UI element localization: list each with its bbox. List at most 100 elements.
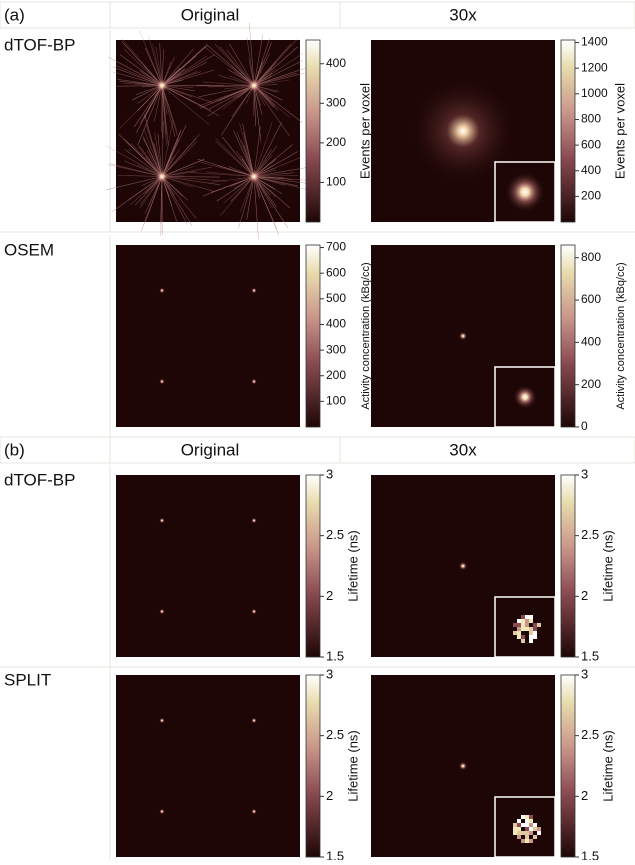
tick-label: 200: [581, 377, 601, 391]
colorbar-label: Events per voxel: [612, 83, 627, 179]
image: [116, 675, 300, 857]
inset-pixel: [521, 619, 525, 623]
spot: [459, 762, 468, 771]
inset-pixel: [533, 627, 537, 631]
inset-pixel: [525, 623, 529, 627]
inset-pixel: [525, 827, 529, 831]
tick-label: 1.5: [326, 848, 344, 860]
inset-pixel: [517, 823, 521, 827]
spot: [159, 609, 165, 615]
tick-label: 800: [581, 112, 601, 126]
row-label: SPLIT: [4, 670, 51, 689]
spot: [459, 562, 468, 571]
colorbar: [561, 245, 575, 427]
colorbar-label: Lifetime (ns): [600, 530, 615, 602]
inset-pixel: [525, 627, 529, 631]
inset-pixel: [517, 619, 521, 623]
spot: [159, 379, 165, 385]
inset-pixel: [525, 615, 529, 619]
column-header: 30x: [449, 440, 477, 459]
inset-pixel: [529, 827, 533, 831]
inset-pixel: [517, 835, 521, 839]
spot: [159, 718, 165, 724]
tick-label: 3: [581, 666, 588, 681]
tick-label: 600: [581, 292, 601, 306]
inset-pixel: [529, 615, 533, 619]
inset-pixel: [513, 831, 517, 835]
image: [116, 475, 300, 657]
tick-label: 2.5: [326, 527, 344, 542]
tick-label: 300: [326, 95, 346, 109]
inset-pixel: [529, 619, 533, 623]
inset-pixel: [533, 835, 537, 839]
header-bg: [0, 437, 635, 463]
tick-label: 400: [581, 335, 601, 349]
colorbar: [561, 475, 575, 657]
spot: [159, 518, 165, 524]
inset-pixel: [529, 831, 533, 835]
tick-label: 3: [581, 466, 588, 481]
image-content: [459, 762, 468, 771]
inset-pixel: [525, 819, 529, 823]
inset-pixel: [525, 815, 529, 819]
tick-label: 800: [581, 250, 601, 264]
inset-pixel: [521, 635, 525, 639]
tick-label: 700: [326, 240, 346, 254]
inset-pixel: [529, 639, 533, 643]
row-label: dTOF-BP: [4, 470, 75, 489]
colorbar: [561, 675, 575, 857]
tick-label: 2: [326, 788, 333, 803]
tick-label: 1.5: [326, 648, 344, 663]
inset-pixel: [529, 819, 533, 823]
tick-label: 400: [326, 56, 346, 70]
inset-pixel: [525, 839, 529, 843]
spot: [251, 379, 257, 385]
tick-label: 200: [326, 368, 346, 382]
inset-pixel: [517, 635, 521, 639]
tick-label: 3: [326, 466, 333, 481]
spot: [251, 809, 257, 815]
column-header: Original: [181, 440, 240, 459]
inset-pixel: [513, 827, 517, 831]
inset-pixel: [529, 815, 533, 819]
inset-pixel: [525, 835, 529, 839]
inset-pixel: [529, 823, 533, 827]
tick-label: 600: [581, 137, 601, 151]
tick-label: 2: [581, 788, 588, 803]
inset-pixel: [517, 627, 521, 631]
colorbar-label: Lifetime (ns): [345, 730, 360, 802]
colorbar-label: Lifetime (ns): [600, 730, 615, 802]
tick-label: 2.5: [581, 727, 599, 742]
panel-label: (b): [4, 440, 25, 459]
inset-spot: [505, 172, 545, 212]
inset-pixel: [529, 839, 533, 843]
inset-pixel: [529, 631, 533, 635]
tick-label: 600: [326, 265, 346, 279]
spot: [246, 169, 262, 185]
tick-label: 2.5: [581, 527, 599, 542]
colorbar: [306, 40, 320, 222]
column-header: Original: [181, 5, 240, 24]
inset-pixel: [537, 827, 541, 831]
tick-label: 200: [581, 189, 601, 203]
tick-label: 300: [326, 342, 346, 356]
spot: [159, 809, 165, 815]
colorbar-label: Activity concentration (kBq/cc): [360, 262, 372, 409]
inset-pixel: [521, 823, 525, 827]
tick-label: 100: [326, 394, 346, 408]
inset-pixel: [513, 623, 517, 627]
tick-label: 500: [326, 291, 346, 305]
header-bg: [0, 2, 635, 28]
colorbar-label: Lifetime (ns): [345, 530, 360, 602]
colorbar: [306, 675, 320, 857]
row-label: dTOF-BP: [4, 35, 75, 54]
inset-pixel: [529, 635, 533, 639]
inset-pixel: [525, 823, 529, 827]
inset-pixel: [521, 615, 525, 619]
panel-label: (a): [4, 5, 25, 24]
inset-spot: [513, 385, 537, 409]
inset-pixel: [533, 823, 537, 827]
spot: [246, 78, 262, 94]
spot: [251, 288, 257, 294]
tick-label: 1.5: [581, 648, 599, 663]
